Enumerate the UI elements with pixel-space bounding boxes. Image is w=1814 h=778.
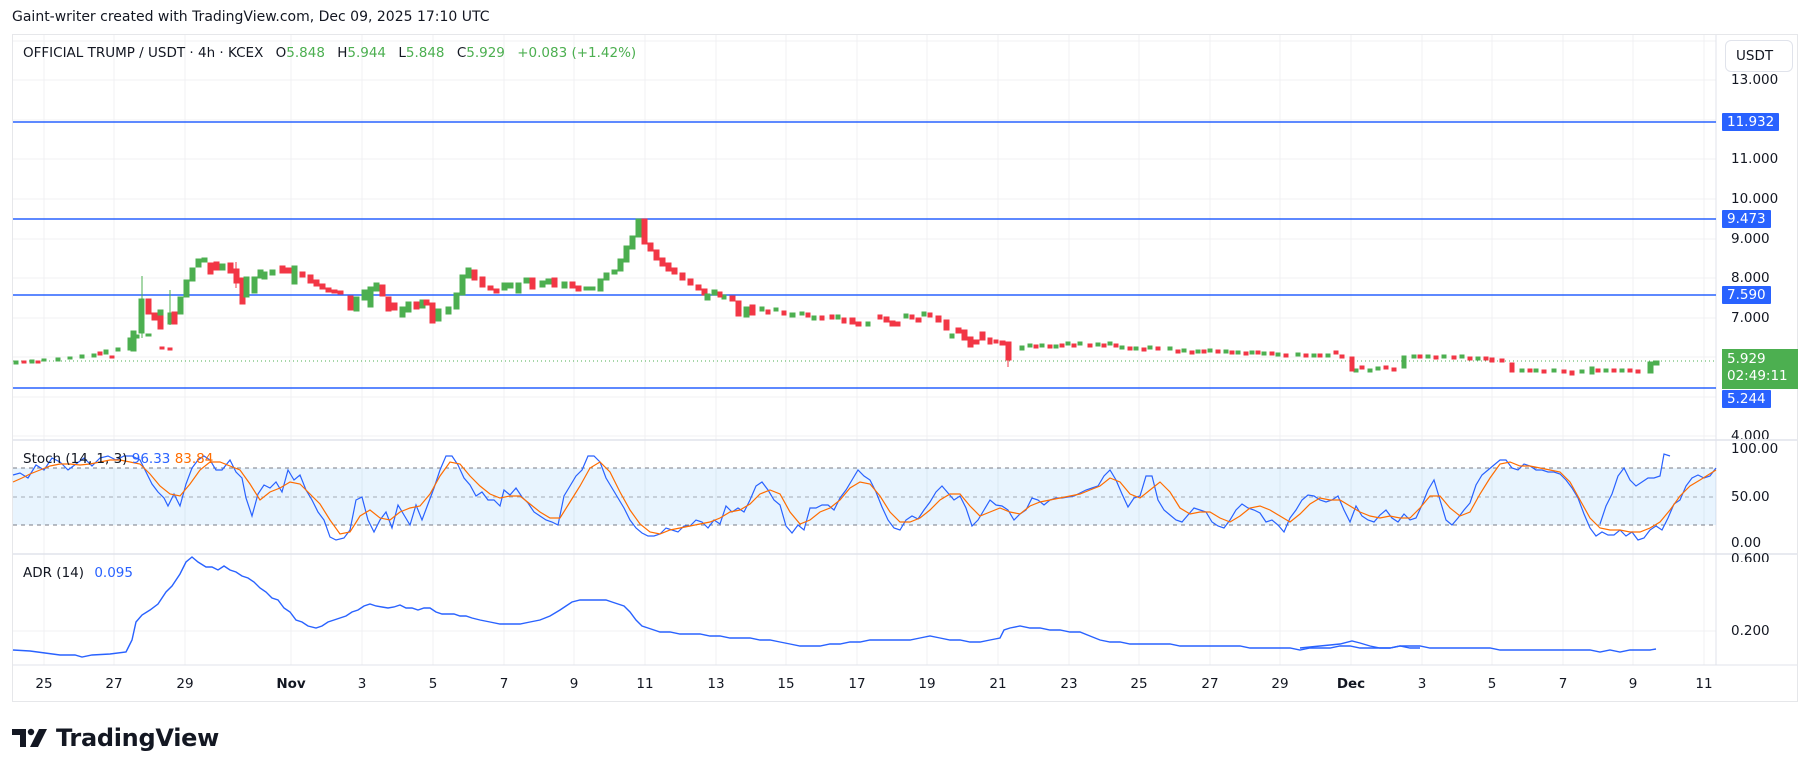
adr-value: 0.095 xyxy=(94,565,133,581)
current-price-tag: 5.929 02:49:11 xyxy=(1722,349,1798,389)
time-tick: 5 xyxy=(428,676,438,692)
stoch-tick: 0.00 xyxy=(1731,535,1762,551)
close-label: C xyxy=(456,45,467,61)
low-value: 5.848 xyxy=(405,45,445,61)
price-tick: 7.000 xyxy=(1731,310,1770,326)
time-tick: 19 xyxy=(918,676,936,692)
bar-countdown: 02:49:11 xyxy=(1727,368,1788,384)
time-tick: 21 xyxy=(989,676,1007,692)
candles xyxy=(13,218,1660,376)
hline-label-7590[interactable]: 7.590 xyxy=(1722,286,1771,304)
low-label: L xyxy=(398,45,406,61)
time-tick: 23 xyxy=(1060,676,1078,692)
price-tick: 10.000 xyxy=(1731,191,1779,207)
time-tick: 25 xyxy=(35,676,53,692)
close-value: 5.929 xyxy=(466,45,505,61)
symbol-title[interactable]: OFFICIAL TRUMP / USDT · 4h · KCEX xyxy=(23,45,264,61)
grid-horizontal xyxy=(13,40,1716,632)
open-value: 5.848 xyxy=(286,45,325,61)
stoch-tick: 50.00 xyxy=(1731,489,1770,505)
stoch-title[interactable]: Stoch (14, 1, 3) xyxy=(23,451,128,467)
open-label: O xyxy=(275,45,287,61)
tradingview-logo[interactable]: TradingView xyxy=(12,724,219,752)
adr-title[interactable]: ADR (14) xyxy=(23,565,85,581)
time-tick: 5 xyxy=(1487,676,1497,692)
chart-credit: Gaint-writer created with TradingView.co… xyxy=(12,9,490,25)
time-tick-month: Nov xyxy=(276,676,306,692)
ohlc-legend: OFFICIAL TRUMP / USDT · 4h · KCEX O5.848… xyxy=(23,45,636,61)
price-tick: 9.000 xyxy=(1731,231,1770,247)
time-tick: 25 xyxy=(1130,676,1148,692)
time-tick: 17 xyxy=(848,676,866,692)
adr-tick: 0.600 xyxy=(1731,551,1770,562)
stoch-bands xyxy=(13,467,1716,526)
price-tick: 8.000 xyxy=(1731,270,1770,286)
price-tick: 4.000 xyxy=(1731,428,1770,439)
stoch-d-value: 83.84 xyxy=(174,451,214,467)
time-tick: 29 xyxy=(1271,676,1289,692)
hline-label-5244[interactable]: 5.244 xyxy=(1722,390,1771,408)
price-tick: 13.000 xyxy=(1731,72,1779,88)
time-tick: 27 xyxy=(1201,676,1219,692)
stoch-k-value: 96.33 xyxy=(131,451,171,467)
adr-line-mid xyxy=(1299,640,1420,649)
high-value: 5.944 xyxy=(347,45,387,61)
tradingview-logo-text: TradingView xyxy=(56,724,219,752)
time-tick: 7 xyxy=(499,676,509,692)
hline-label-9473[interactable]: 9.473 xyxy=(1722,210,1771,228)
time-tick: 11 xyxy=(1695,676,1713,692)
adr-line xyxy=(12,556,1657,658)
currency-button[interactable]: USDT xyxy=(1725,40,1793,72)
time-tick: 11 xyxy=(636,676,654,692)
stoch-legend: Stoch (14, 1, 3) 96.33 83.84 xyxy=(23,451,213,467)
current-price: 5.929 xyxy=(1727,351,1766,367)
time-tick: 27 xyxy=(105,676,123,692)
price-tick: 11.000 xyxy=(1731,151,1779,167)
time-tick-month: Dec xyxy=(1336,676,1366,692)
stoch-d-line xyxy=(12,459,1717,535)
time-tick: 9 xyxy=(569,676,579,692)
change-value: +0.083 (+1.42%) xyxy=(517,45,637,61)
high-label: H xyxy=(337,45,348,61)
stoch-k-line-tail xyxy=(1599,453,1671,525)
time-tick: 3 xyxy=(1417,676,1427,692)
time-tick: 9 xyxy=(1628,676,1638,692)
time-tick: 7 xyxy=(1558,676,1568,692)
stoch-tick: 100.00 xyxy=(1731,441,1779,457)
time-tick: 15 xyxy=(777,676,795,692)
grid-vertical xyxy=(43,35,1705,665)
hline-label-11932[interactable]: 11.932 xyxy=(1722,113,1780,131)
time-tick: 29 xyxy=(176,676,194,692)
stoch-k-line xyxy=(12,455,1717,541)
time-tick: 13 xyxy=(707,676,725,692)
adr-legend: ADR (14) 0.095 xyxy=(23,565,133,581)
tradingview-logo-icon xyxy=(12,728,47,747)
adr-tick: 0.200 xyxy=(1731,623,1770,639)
time-tick: 3 xyxy=(357,676,367,692)
horizontal-levels[interactable] xyxy=(13,121,1716,389)
